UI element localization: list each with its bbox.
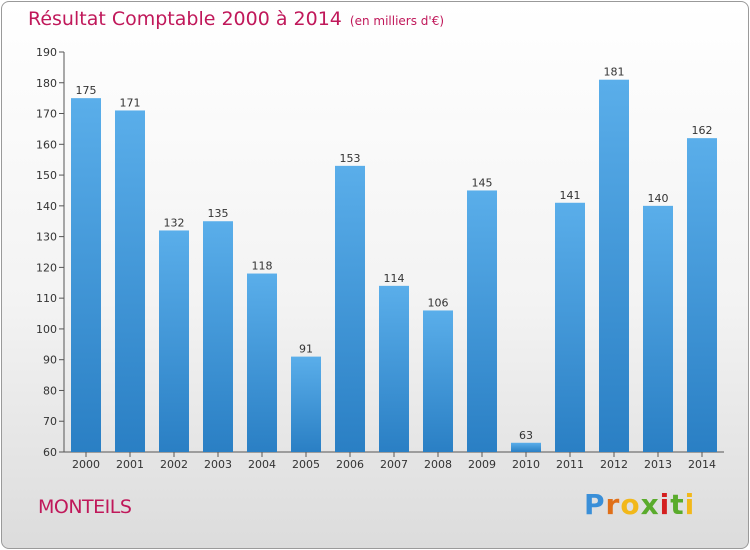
place-name: MONTEILS (38, 496, 132, 518)
x-tick-label: 2014 (688, 458, 716, 471)
bar-value-label: 132 (164, 216, 185, 229)
x-tick-label: 2010 (512, 458, 540, 471)
bar-value-label: 175 (76, 84, 97, 97)
x-tick-label: 2002 (160, 458, 188, 471)
x-tick-label: 2001 (116, 458, 144, 471)
x-tick-label: 2007 (380, 458, 408, 471)
y-tick-label: 140 (36, 200, 57, 213)
logo-letter: r (605, 488, 621, 521)
bar-value-label: 141 (560, 189, 581, 202)
chart-title: Résultat Comptable 2000 à 2014 (28, 8, 342, 30)
bar (159, 230, 189, 452)
logo-letter: t (670, 488, 685, 521)
bar-value-label: 135 (208, 207, 229, 220)
y-tick-label: 160 (36, 138, 57, 151)
logo-letter: x (640, 488, 660, 521)
bar-value-label: 171 (120, 96, 141, 109)
bar-value-label: 114 (384, 272, 405, 285)
bar (379, 285, 409, 452)
logo-letter: i (659, 488, 671, 521)
bar-value-label: 63 (519, 429, 533, 442)
bar (555, 202, 585, 452)
logo-letter: o (620, 488, 641, 521)
x-tick-label: 2003 (204, 458, 232, 471)
y-tick-label: 110 (36, 292, 57, 305)
bar-value-label: 145 (472, 176, 493, 189)
y-tick-label: 190 (36, 46, 57, 59)
bar (115, 110, 145, 452)
y-tick-label: 180 (36, 77, 57, 90)
bar-value-label: 140 (648, 192, 669, 205)
chart-subtitle: (en milliers d'€) (349, 14, 445, 28)
bar-value-label: 181 (604, 66, 625, 79)
x-tick-label: 2006 (336, 458, 364, 471)
bar-value-label: 162 (692, 124, 713, 137)
proxiti-logo: Proxiti (584, 488, 695, 521)
x-tick-label: 2013 (644, 458, 672, 471)
y-tick-label: 170 (36, 108, 57, 121)
y-tick-label: 150 (36, 169, 57, 182)
bar (291, 356, 321, 452)
y-tick-label: 130 (36, 231, 57, 244)
logo-letter: P (584, 488, 606, 521)
y-tick-label: 120 (36, 261, 57, 274)
y-tick-label: 100 (36, 323, 57, 336)
bar-value-label: 118 (252, 260, 273, 273)
bar (335, 165, 365, 452)
x-tick-label: 2004 (248, 458, 276, 471)
x-tick-label: 2005 (292, 458, 320, 471)
y-tick-label: 70 (43, 415, 57, 428)
bar-value-label: 106 (428, 296, 449, 309)
x-tick-label: 2011 (556, 458, 584, 471)
bar (423, 310, 453, 452)
y-tick-label: 60 (43, 446, 57, 459)
bar-value-label: 91 (299, 343, 313, 356)
bar (203, 221, 233, 452)
y-tick-label: 90 (43, 354, 57, 367)
x-tick-label: 2009 (468, 458, 496, 471)
logo-letter: i (684, 488, 696, 521)
bar (511, 442, 541, 452)
x-tick-label: 2012 (600, 458, 628, 471)
bar (643, 205, 673, 452)
x-tick-label: 2008 (424, 458, 452, 471)
bar (71, 98, 101, 453)
bar (687, 138, 717, 452)
bar (599, 79, 629, 452)
x-tick-label: 2000 (72, 458, 100, 471)
chart-title-block: Résultat Comptable 2000 à 2014 (en millie… (28, 8, 444, 30)
bar-value-label: 153 (340, 152, 361, 165)
bar (247, 273, 277, 452)
bar (467, 190, 497, 452)
y-tick-label: 80 (43, 384, 57, 397)
